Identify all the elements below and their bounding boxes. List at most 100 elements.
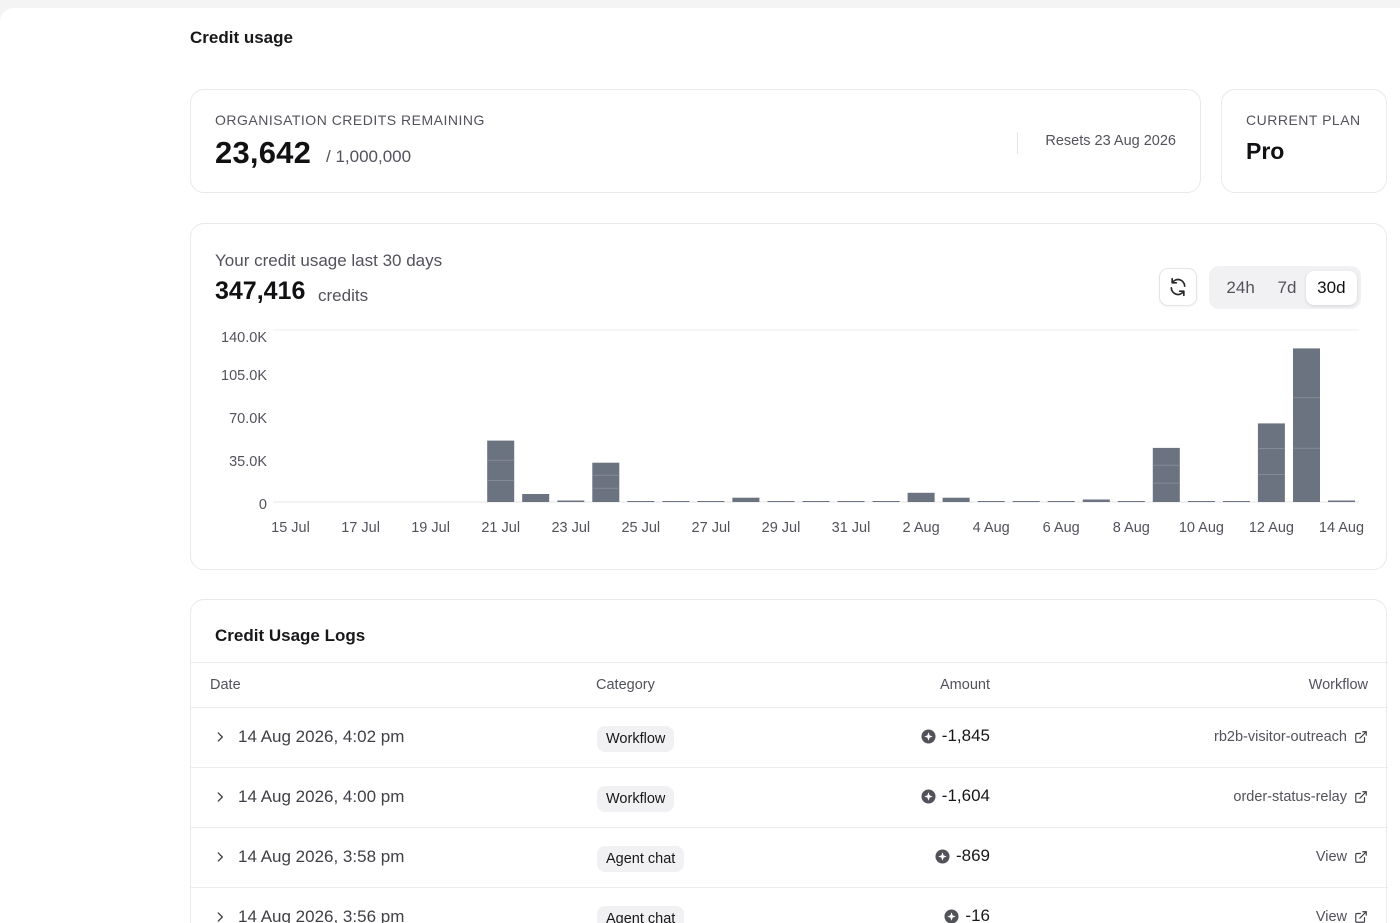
chart-bar[interactable]	[977, 501, 1005, 502]
x-tick-label: 31 Jul	[832, 520, 871, 536]
chart-bar[interactable]	[942, 497, 970, 502]
credits-remaining-card: ORGANISATION CREDITS REMAINING 23,642 / …	[190, 89, 1201, 193]
category-badge: Agent chat	[597, 846, 685, 872]
chart-bar[interactable]	[1328, 500, 1355, 503]
range-7d-button[interactable]: 7d	[1277, 277, 1297, 297]
chart-bar[interactable]	[1257, 423, 1285, 502]
x-tick-label: 8 Aug	[1113, 520, 1150, 536]
credits-remaining-label: ORGANISATION CREDITS REMAINING	[215, 112, 485, 128]
current-plan-name: Pro	[1246, 138, 1285, 164]
log-amount: -869	[935, 846, 990, 866]
workflow-link-label: rb2b-visitor-outreach	[1214, 729, 1347, 745]
current-plan-label: CURRENT PLAN	[1246, 112, 1361, 128]
external-link-icon	[1355, 731, 1367, 743]
credit-coin-icon	[944, 908, 959, 923]
chart-bar[interactable]	[697, 501, 725, 502]
x-tick-label: 2 Aug	[903, 520, 940, 536]
chevron-right-icon[interactable]	[213, 910, 227, 923]
external-link-icon	[1355, 791, 1367, 803]
chart-bar[interactable]	[767, 501, 795, 502]
table-row[interactable]: 14 Aug 2026, 4:00 pm Workflow -1,604 order-…	[191, 768, 1388, 828]
chevron-right-icon[interactable]	[213, 730, 227, 744]
chart-bar[interactable]	[1082, 499, 1110, 503]
x-tick-label: 21 Jul	[481, 520, 520, 536]
chevron-right-icon[interactable]	[213, 790, 227, 804]
chart-bar[interactable]	[1117, 501, 1145, 502]
usage-unit: credits	[318, 286, 369, 305]
x-tick-label: 23 Jul	[551, 520, 590, 536]
chart-bar[interactable]	[907, 492, 935, 502]
chart-bar[interactable]	[732, 497, 760, 502]
chart-bar[interactable]	[1222, 501, 1250, 502]
chart-bar[interactable]	[592, 462, 620, 502]
chart-bar[interactable]	[557, 500, 585, 503]
chart-bar[interactable]	[837, 501, 865, 502]
x-tick-label: 29 Jul	[762, 520, 801, 536]
x-tick-label: 17 Jul	[341, 520, 380, 536]
chart-bar[interactable]	[522, 494, 550, 502]
table-row[interactable]: 14 Aug 2026, 3:56 pm Agent chat -16 View	[191, 888, 1388, 923]
chart-bar[interactable]	[802, 501, 830, 502]
chart-bar[interactable]	[872, 501, 900, 502]
usage-chart-card: Your credit usage last 30 days 347,416 c…	[190, 223, 1387, 570]
resets-divider	[1017, 132, 1018, 154]
usage-total: 347,416	[215, 277, 306, 305]
chevron-right-icon[interactable]	[213, 850, 227, 864]
usage-title: Your credit usage last 30 days	[215, 251, 443, 270]
log-amount: -1,845	[921, 726, 990, 746]
workflow-link[interactable]: View	[1316, 909, 1368, 923]
workflow-link[interactable]: order-status-relay	[1233, 789, 1368, 805]
category-badge: Workflow	[597, 726, 675, 752]
chart-bar[interactable]	[1187, 501, 1215, 502]
y-tick-label: 140.0K	[221, 330, 267, 346]
credit-coin-icon	[921, 728, 936, 744]
column-category: Category	[596, 677, 655, 693]
y-tick-label: 70.0K	[229, 411, 267, 427]
x-tick-label: 12 Aug	[1249, 520, 1294, 536]
logs-table-header: Date Category Amount Workflow	[191, 662, 1388, 708]
workflow-link[interactable]: View	[1316, 849, 1368, 865]
range-24h-button[interactable]: 24h	[1226, 277, 1255, 297]
credits-total: / 1,000,000	[326, 147, 412, 166]
chart-bar[interactable]	[1012, 501, 1040, 502]
credit-usage-logs-card: Credit Usage Logs Date Category Amount W…	[190, 599, 1388, 923]
workflow-link-label: View	[1315, 909, 1347, 923]
log-amount-value: -16	[965, 906, 990, 923]
resets-date: Resets 23 Aug 2026	[1045, 133, 1176, 149]
log-date: 14 Aug 2026, 3:56 pm	[238, 907, 405, 923]
refresh-button[interactable]	[1159, 268, 1197, 306]
chart-bar[interactable]	[1293, 348, 1320, 502]
credits-remaining-value: 23,642	[215, 135, 312, 170]
chart-bar[interactable]	[1152, 447, 1180, 502]
x-tick-label: 6 Aug	[1043, 520, 1080, 536]
credit-coin-icon	[935, 848, 950, 864]
workflow-link-label: View	[1315, 849, 1347, 865]
x-tick-label: 10 Aug	[1179, 520, 1224, 536]
log-amount: -1,604	[921, 786, 990, 806]
usage-bar-chart: 140.0K 105.0K 70.0K 35.0K 015 Jul 17 Jul 19 Ju…	[221, 329, 1364, 536]
time-range-toggle: 24h 7d 30d	[1209, 266, 1361, 309]
credit-coin-icon	[921, 788, 936, 804]
table-row[interactable]: 14 Aug 2026, 4:02 pm Workflow -1,845 rb2b-v…	[191, 708, 1388, 768]
app-frame: Credit usage ORGANISATION CREDITS REMAIN…	[0, 8, 1400, 923]
log-date: 14 Aug 2026, 4:02 pm	[238, 727, 405, 746]
range-30d-button[interactable]: 30d	[1305, 270, 1357, 305]
x-tick-label: 4 Aug	[973, 520, 1010, 536]
workflow-link-label: order-status-relay	[1233, 789, 1347, 805]
workflow-link[interactable]: rb2b-visitor-outreach	[1214, 729, 1368, 745]
y-tick-label: 105.0K	[221, 368, 267, 384]
category-badge: Agent chat	[597, 906, 685, 923]
chart-bar[interactable]	[627, 501, 655, 502]
log-date: 14 Aug 2026, 3:58 pm	[238, 847, 405, 866]
chart-bar[interactable]	[487, 440, 515, 502]
refresh-icon	[1170, 277, 1186, 297]
external-link-icon	[1355, 851, 1367, 863]
log-amount: -16	[944, 906, 990, 923]
table-row[interactable]: 14 Aug 2026, 3:58 pm Agent chat -869 View	[191, 828, 1388, 888]
page-title: Credit usage	[190, 28, 293, 47]
y-tick-label: 35.0K	[229, 454, 267, 470]
x-tick-label: 14 Aug	[1319, 520, 1364, 536]
chart-bar[interactable]	[662, 501, 690, 502]
x-tick-label: 19 Jul	[411, 520, 450, 536]
chart-bar[interactable]	[1047, 501, 1075, 502]
